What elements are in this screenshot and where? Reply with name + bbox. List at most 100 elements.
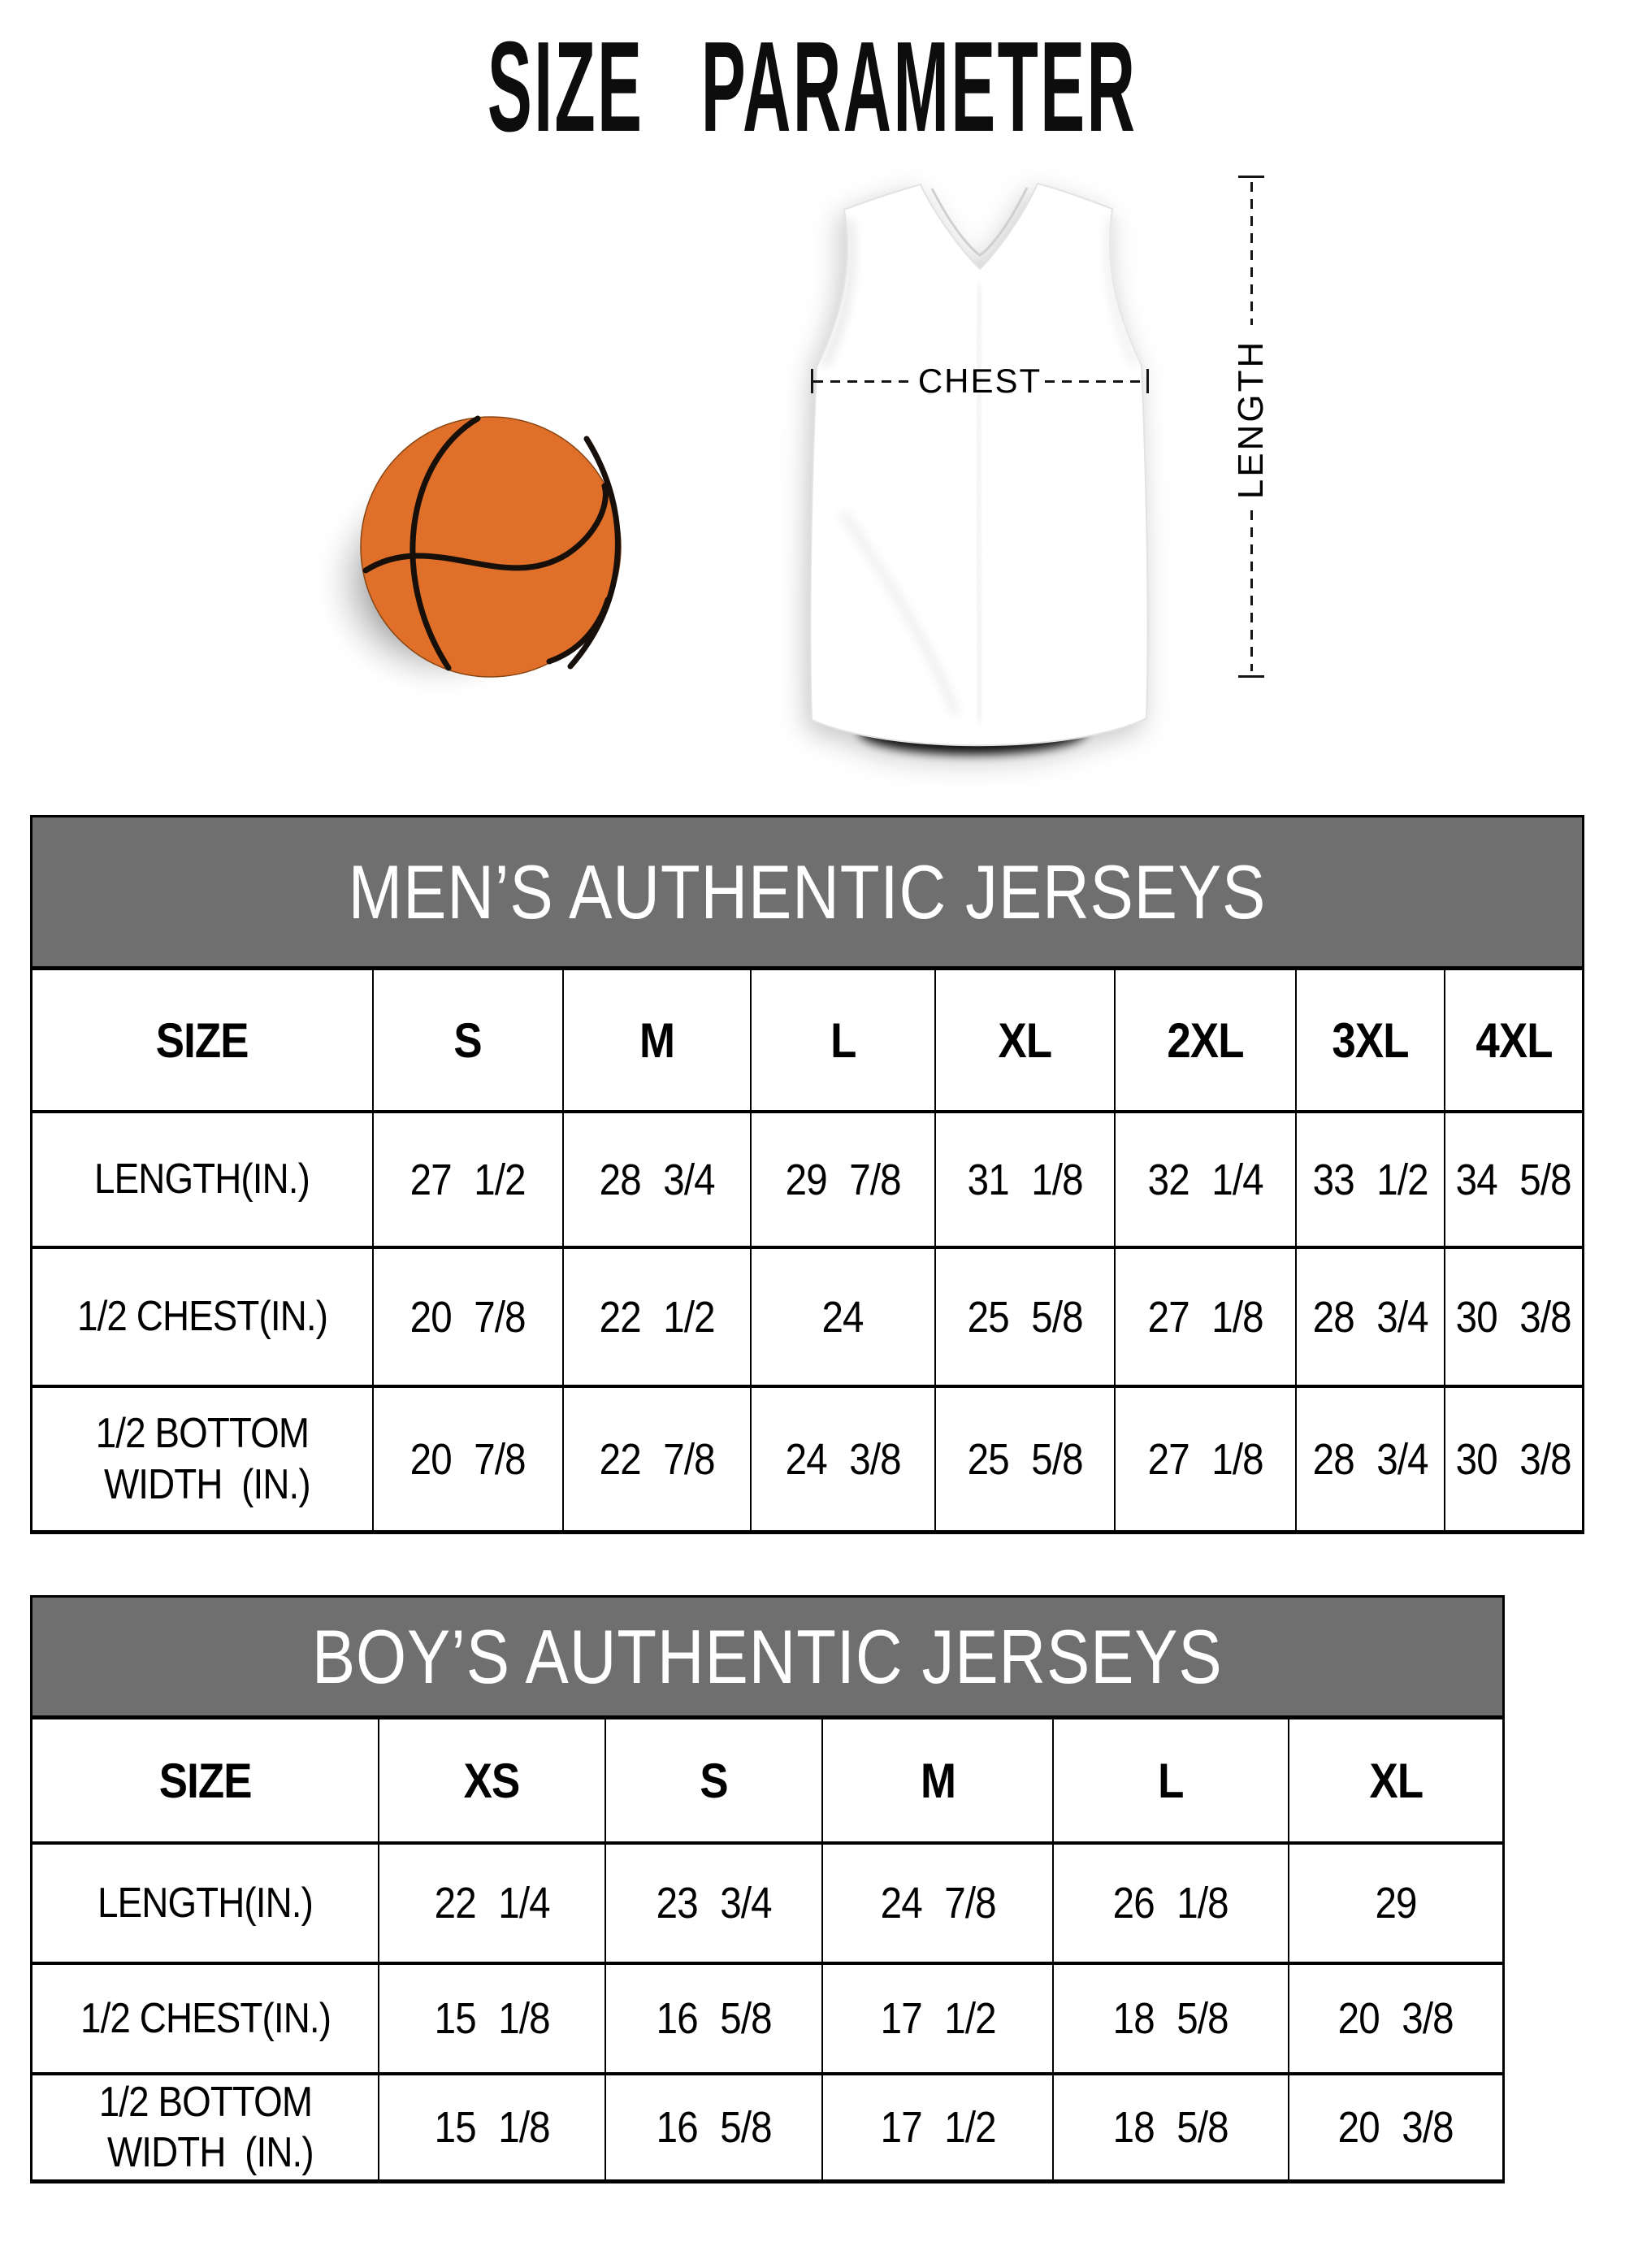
chest-dimension-line: CHEST — [811, 362, 1150, 400]
boys-bottom-width-row: 1/2 BOTTOM WIDTH (IN.) 15 1/8 16 5/8 17 … — [32, 2072, 1502, 2179]
value-cell: 20 3/8 — [1287, 1965, 1502, 2072]
chest-dashes-left — [813, 379, 915, 383]
value-cell: 28 3/4 — [1295, 1249, 1444, 1385]
value-text: 20 3/8 — [1337, 1994, 1454, 2043]
boys-size-cell: XS — [378, 1719, 604, 1841]
value-text: 28 3/4 — [1312, 1434, 1429, 1484]
row-label-cell: 1/2 BOTTOM WIDTH (IN.) — [32, 1388, 372, 1530]
value-cell: 16 5/8 — [604, 1965, 822, 2072]
row-label-cell: 1/2 CHEST(IN.) — [32, 1965, 378, 2072]
size-label: S — [700, 1753, 728, 1808]
value-text: 15 1/8 — [434, 1994, 550, 2043]
value-cell: 30 3/8 — [1444, 1249, 1582, 1385]
value-text: 28 3/4 — [1312, 1292, 1429, 1342]
mens-size-cell: 2XL — [1114, 970, 1295, 1110]
row-label: 1/2 BOTTOM WIDTH (IN.) — [98, 2078, 314, 2176]
size-label: L — [830, 1013, 856, 1068]
size-col-label: SIZE — [155, 1013, 249, 1068]
boys-size-header-row: SIZE XS S M L XL — [32, 1719, 1502, 1841]
mens-chest-row: 1/2 CHEST(IN.) 20 7/8 22 1/2 24 25 5/8 2… — [32, 1246, 1582, 1385]
size-label: XL — [998, 1013, 1053, 1068]
size-label: 3XL — [1332, 1013, 1410, 1068]
mens-size-table: MEN’S AUTHENTIC JERSEYS SIZE S M L XL 2X… — [30, 815, 1584, 1534]
value-cell: 24 7/8 — [821, 1845, 1052, 1962]
value-cell: 32 1/4 — [1114, 1113, 1295, 1246]
mens-bottom-width-row: 1/2 BOTTOM WIDTH (IN.) 20 7/8 22 7/8 24 … — [32, 1385, 1582, 1530]
mens-size-header-cell: SIZE — [32, 970, 372, 1110]
mens-size-cell: L — [749, 970, 934, 1110]
value-text: 24 7/8 — [880, 1879, 996, 1928]
mens-size-header-row: SIZE S M L XL 2XL 3XL 4XL — [32, 970, 1582, 1110]
chest-dimension-label: CHEST — [917, 362, 1042, 400]
value-cell: 29 7/8 — [749, 1113, 934, 1246]
jersey-shading — [821, 187, 1138, 722]
row-label-cell: LENGTH(IN.) — [32, 1845, 378, 1962]
row-label: 1/2 CHEST(IN.) — [80, 1994, 332, 2042]
value-text: 22 1/2 — [599, 1292, 716, 1342]
value-text: 22 7/8 — [599, 1434, 716, 1484]
value-text: 18 5/8 — [1113, 1994, 1229, 2043]
value-text: 31 1/8 — [967, 1155, 1083, 1204]
boys-size-cell: XL — [1287, 1719, 1502, 1841]
boys-length-row: LENGTH(IN.) 22 1/4 23 3/4 24 7/8 26 1/8 … — [32, 1841, 1502, 1962]
value-text: 25 5/8 — [967, 1434, 1083, 1484]
row-label-cell: 1/2 BOTTOM WIDTH (IN.) — [32, 2075, 378, 2179]
row-label: LENGTH(IN.) — [98, 1879, 314, 1927]
value-text: 28 3/4 — [599, 1155, 716, 1204]
size-label: M — [920, 1753, 956, 1808]
length-dimension-label: LENGTH — [1231, 339, 1271, 500]
mens-size-cell: XL — [934, 970, 1114, 1110]
value-cell: 24 3/8 — [749, 1388, 934, 1530]
value-cell: 18 5/8 — [1052, 1965, 1287, 2072]
value-text: 27 1/8 — [1147, 1292, 1264, 1342]
row-label: 1/2 CHEST(IN.) — [76, 1293, 328, 1341]
size-label: XS — [464, 1753, 521, 1808]
value-text: 29 — [1375, 1879, 1417, 1928]
chest-left-tick — [811, 369, 813, 393]
value-cell: 15 1/8 — [378, 1965, 604, 2072]
value-text: 16 5/8 — [656, 1994, 773, 2043]
value-cell: 17 1/2 — [821, 2075, 1052, 2179]
value-cell: 29 — [1287, 1845, 1502, 1962]
value-cell: 22 7/8 — [562, 1388, 750, 1530]
value-text: 33 1/2 — [1312, 1155, 1429, 1204]
value-cell: 20 7/8 — [371, 1249, 563, 1385]
boys-size-cell: S — [604, 1719, 822, 1841]
value-cell: 28 3/4 — [562, 1113, 750, 1246]
mens-size-cell: M — [562, 970, 750, 1110]
value-cell: 17 1/2 — [821, 1965, 1052, 2072]
value-text: 16 5/8 — [656, 2103, 773, 2152]
mens-table-header-bar: MEN’S AUTHENTIC JERSEYS — [32, 817, 1582, 970]
boys-size-header-cell: SIZE — [32, 1719, 378, 1841]
value-text: 17 1/2 — [880, 2103, 996, 2152]
length-bottom-tick — [1238, 675, 1264, 678]
value-text: 25 5/8 — [967, 1292, 1083, 1342]
row-label: LENGTH(IN.) — [94, 1156, 310, 1203]
value-cell: 20 3/8 — [1287, 2075, 1502, 2179]
value-cell: 27 1/8 — [1114, 1388, 1295, 1530]
value-cell: 16 5/8 — [604, 2075, 822, 2179]
boys-size-cell: M — [821, 1719, 1052, 1841]
value-cell: 27 1/8 — [1114, 1249, 1295, 1385]
value-text: 23 3/4 — [656, 1879, 773, 1928]
mens-size-cell: S — [371, 970, 563, 1110]
size-label: M — [639, 1013, 675, 1068]
value-text: 26 1/8 — [1113, 1879, 1229, 1928]
value-cell: 22 1/4 — [378, 1845, 604, 1962]
boys-chest-row: 1/2 CHEST(IN.) 15 1/8 16 5/8 17 1/2 18 5… — [32, 1962, 1502, 2072]
value-cell: 28 3/4 — [1295, 1388, 1444, 1530]
value-text: 30 3/8 — [1456, 1292, 1572, 1342]
basketball-seams — [362, 415, 621, 671]
value-cell: 22 1/2 — [562, 1249, 750, 1385]
size-col-label: SIZE — [158, 1753, 253, 1808]
boys-size-cell: L — [1052, 1719, 1287, 1841]
size-label: 2XL — [1167, 1013, 1244, 1068]
value-cell: 30 3/8 — [1444, 1388, 1582, 1530]
value-cell: 20 7/8 — [371, 1388, 563, 1530]
size-label: L — [1158, 1753, 1184, 1808]
value-cell: 31 1/8 — [934, 1113, 1114, 1246]
value-text: 30 3/8 — [1456, 1434, 1572, 1484]
value-cell: 26 1/8 — [1052, 1845, 1287, 1962]
value-text: 15 1/8 — [434, 2103, 550, 2152]
size-label: XL — [1369, 1753, 1424, 1808]
